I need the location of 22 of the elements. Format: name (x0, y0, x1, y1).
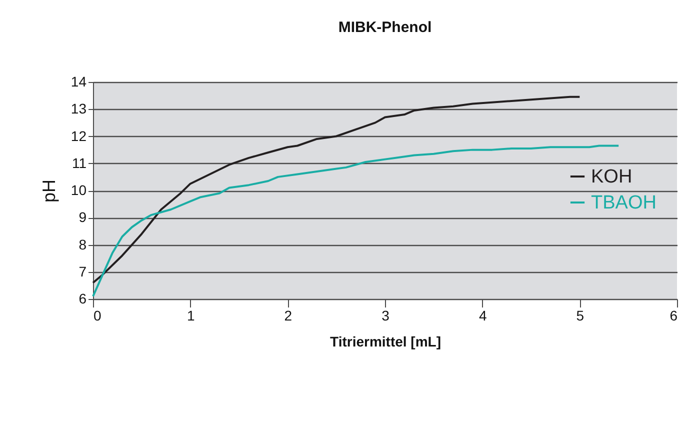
y-tick-label: 9 (78, 209, 87, 226)
y-tick-label: 6 (78, 290, 87, 306)
x-tick-label: 4 (478, 308, 487, 324)
y-axis-title: pH (38, 179, 59, 203)
line-series (92, 96, 581, 284)
y-tick-label: 10 (70, 182, 87, 198)
y-tick-label: 8 (78, 236, 87, 252)
legend-label: KOH (591, 166, 632, 188)
legend-label: TBAOH (591, 192, 656, 214)
y-tick-label: 11 (72, 154, 87, 171)
y-tick-label: 14 (70, 74, 87, 90)
x-tick-label: 1 (186, 308, 195, 324)
y-tick-label: 12 (70, 128, 87, 144)
x-tick-label: 2 (284, 308, 292, 324)
y-tick-label: 7 (78, 263, 87, 280)
x-tick-label: 3 (382, 308, 390, 324)
x-tick-label: 6 (670, 308, 678, 324)
y-tick-label: 13 (70, 100, 87, 117)
x-tick-label: 5 (576, 308, 584, 324)
x-tick-label: 0 (94, 308, 102, 324)
x-axis-title: Titriermittel [mL] (330, 334, 441, 350)
chart-title: MIBK-Phenol (338, 19, 432, 36)
